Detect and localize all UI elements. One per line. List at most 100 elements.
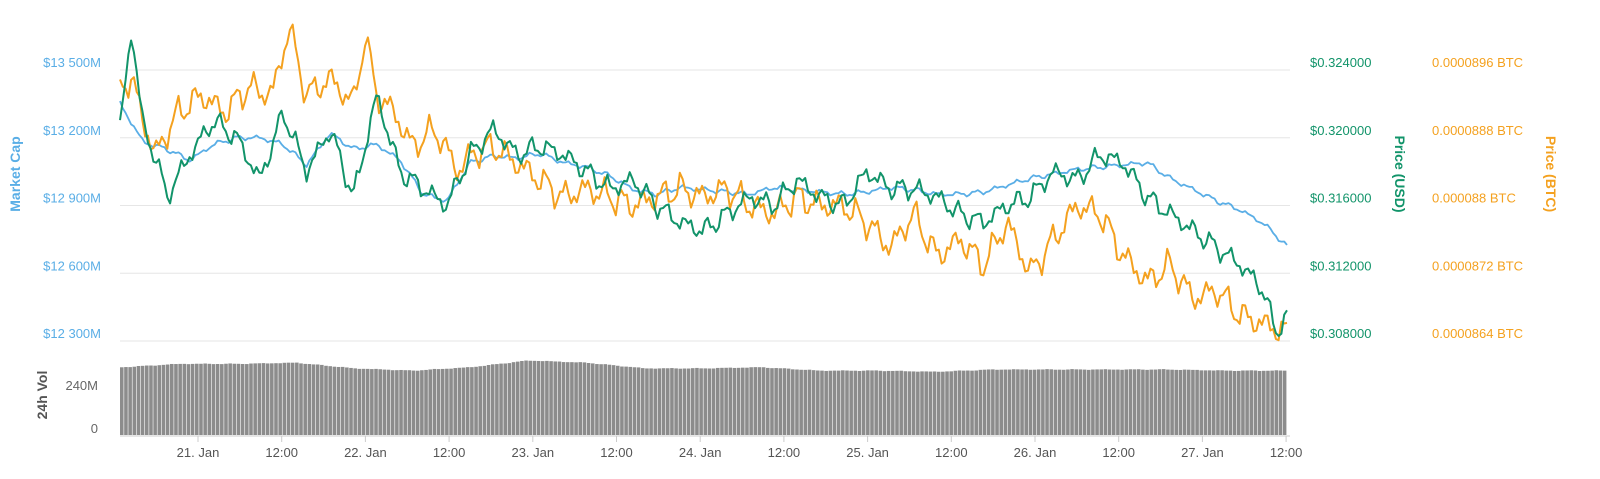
volume-bar (299, 363, 303, 435)
btc-axis-title: Price (BTC) (1543, 136, 1559, 212)
volume-bar (557, 361, 562, 435)
volume-bar (336, 366, 341, 435)
volume-bar (991, 369, 995, 435)
volume-bar (986, 369, 991, 435)
volume-bar (1074, 369, 1079, 435)
volume-bar (624, 366, 628, 435)
volume-bar (1024, 369, 1028, 435)
volume-bar (736, 367, 741, 435)
volume-bar (1091, 369, 1095, 435)
volume-bar (1095, 369, 1099, 435)
volume-bar (1020, 369, 1024, 435)
volume-bar (315, 364, 320, 435)
usd-axis-title: Price (USD) (1392, 135, 1408, 212)
market-cap-tick-label: $12 600M (43, 258, 101, 273)
volume-bar (136, 366, 141, 435)
volume-bar (411, 370, 416, 435)
volume-bar (482, 365, 487, 435)
volume-bar (1116, 369, 1120, 435)
volume-bar (145, 365, 149, 435)
volume-bar (270, 363, 274, 435)
volume-bar (253, 363, 257, 435)
volume-bar (365, 368, 370, 435)
volume-bar (599, 364, 603, 435)
volume-bar (1061, 369, 1066, 435)
volume-bar (190, 363, 195, 435)
volume-bar (1236, 370, 1241, 435)
volume-bar (732, 367, 737, 435)
volume-bar (399, 369, 403, 435)
volume-bar (1224, 370, 1229, 435)
volume-bar (899, 370, 903, 435)
volume-bar (845, 370, 849, 435)
volume-bar (357, 368, 362, 435)
volume-bar (1199, 370, 1204, 435)
volume-bar (549, 361, 553, 435)
volume-bar (761, 367, 766, 435)
volume-bar (1245, 370, 1249, 435)
volume-bar (211, 364, 216, 435)
volume-bar (820, 370, 824, 435)
volume-bar (957, 370, 962, 435)
volume-bar (911, 371, 916, 435)
volume-bar (324, 365, 328, 435)
volume-bar (540, 361, 545, 435)
volume-bar (528, 360, 533, 435)
volume-bar (661, 368, 666, 435)
volume-bar (695, 367, 699, 435)
volume-bar (370, 369, 374, 435)
volume-bar (978, 369, 983, 435)
volume-tick-label: 0 (91, 421, 98, 436)
volume-bar (232, 363, 237, 435)
volume-bar (495, 364, 499, 435)
volume-bar (766, 367, 770, 435)
volume-bar (186, 364, 191, 435)
volume-bar (586, 363, 591, 435)
volume-bar (961, 370, 966, 435)
volume-bar (678, 368, 683, 435)
volume-bar (174, 364, 178, 435)
volume-bar (1028, 369, 1033, 435)
volume-bar (261, 363, 266, 435)
x-tick-label: 12:00 (1270, 445, 1303, 460)
volume-bar (674, 368, 678, 435)
volume-bar (403, 370, 407, 435)
volume-bar (407, 370, 412, 435)
volume-bar (1241, 370, 1245, 435)
volume-bar (424, 369, 428, 435)
volume-bar (265, 363, 270, 435)
volume-bar (574, 362, 578, 435)
volume-bar (1178, 369, 1183, 435)
volume-bar (1153, 369, 1158, 435)
volume-bar (1170, 369, 1174, 435)
volume-bar (432, 368, 437, 435)
volume-bar (1270, 370, 1274, 435)
market-cap-tick-label: $13 500M (43, 55, 101, 70)
volume-bar (861, 370, 866, 435)
volume-bar (486, 365, 491, 435)
volume-bar (307, 364, 312, 435)
volume-bar (1216, 370, 1220, 435)
volume-bar (620, 366, 624, 435)
volume-bar (340, 366, 345, 435)
volume-bar (615, 365, 620, 435)
volume-bar (1003, 369, 1008, 435)
volume-bar (699, 368, 703, 435)
x-tick-label: 12:00 (265, 445, 298, 460)
volume-bar (953, 370, 958, 435)
volume-bar (982, 369, 987, 435)
volume-bar (1232, 370, 1237, 435)
btc-tick-label: 0.000088 BTC (1432, 191, 1516, 206)
volume-bar (607, 364, 612, 435)
x-tick-label: 26. Jan (1014, 445, 1057, 460)
volume-bar (199, 363, 203, 435)
volume-bar (420, 370, 424, 435)
market-cap-tick-label: $12 900M (43, 191, 101, 206)
volume-bar (290, 362, 295, 435)
volume-bar (178, 363, 182, 435)
volume-bar (165, 364, 170, 435)
volume-bar (907, 371, 912, 435)
volume-bar (590, 363, 595, 435)
volume-bar (886, 370, 891, 435)
